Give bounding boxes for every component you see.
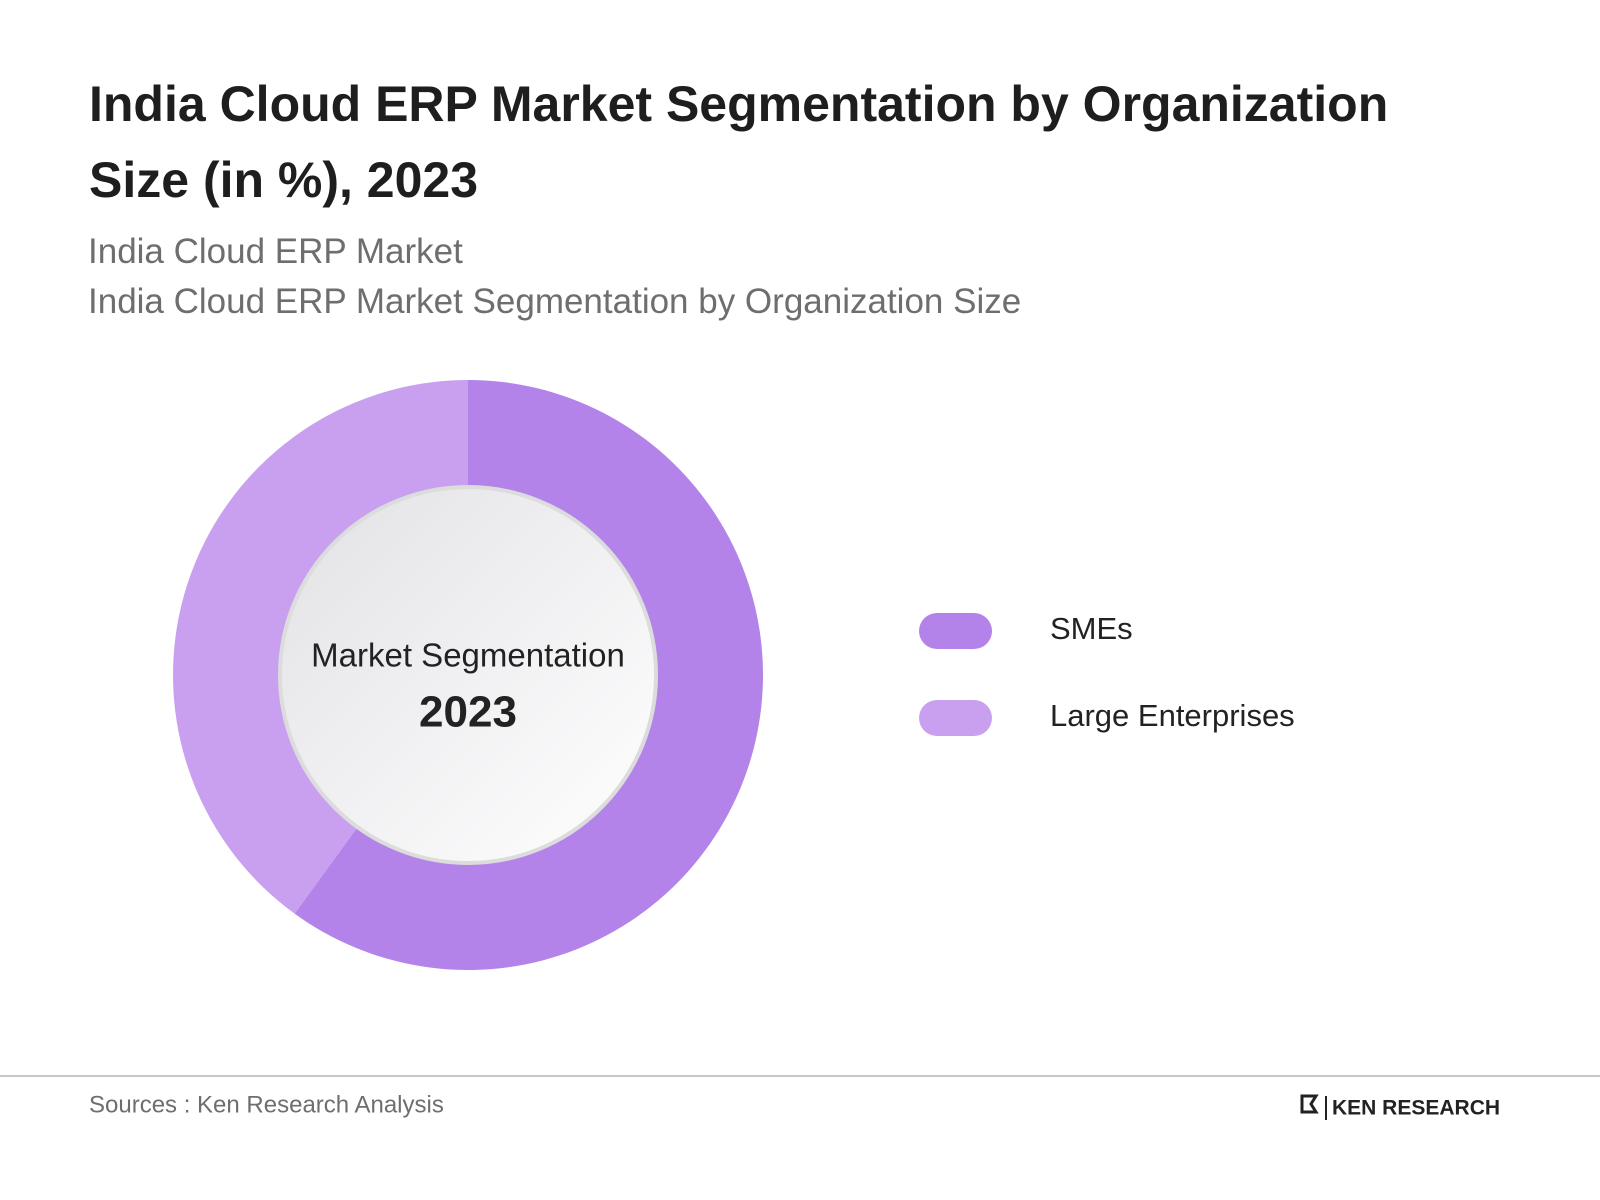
subtitle: India Cloud ERP Market Segmentation by O…: [88, 282, 1022, 321]
legend-swatch: [919, 700, 992, 736]
chart-title: India Cloud ERP Market Segmentation by O…: [89, 76, 1389, 208]
logo: KEN RESEARCH: [1332, 1097, 1500, 1120]
legend-label: SMEs: [1050, 611, 1133, 646]
logo-icon: [1300, 1094, 1319, 1114]
center-year: 2023: [419, 688, 517, 737]
donut-segment: [294, 380, 763, 970]
donut-segment: [172, 380, 469, 914]
center-label: Market Segmentation: [311, 637, 625, 674]
center-disc: [278, 485, 658, 865]
source: Sources : Ken Research Analysis: [89, 1091, 444, 1118]
legend-label: Large Enterprises: [1050, 698, 1295, 733]
legend-swatch: [919, 613, 992, 649]
subtitle: India Cloud ERP Market: [88, 232, 463, 271]
